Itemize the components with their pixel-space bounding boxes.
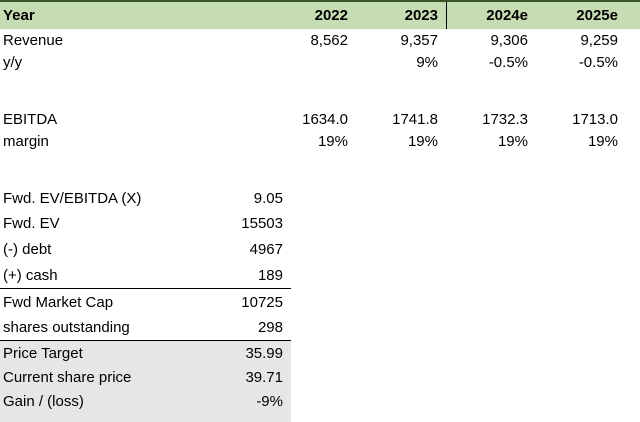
label-cell[interactable]: (-) debt (3, 240, 52, 258)
row-fwd-ev-ebitda: Fwd. EV/EBITDA (X) 9.05 (0, 186, 640, 211)
value-cell[interactable]: -9% (256, 392, 283, 410)
label-cell[interactable]: Gain / (loss) (3, 392, 84, 410)
value-cell-2025e[interactable]: -0.5% (578, 53, 618, 71)
value-cell-2022[interactable]: 8,562 (310, 31, 348, 49)
value-cell-2025e[interactable]: 1713.0 (572, 110, 618, 128)
row-debt: (-) debt 4967 (0, 236, 640, 262)
value-cell[interactable]: 39.71 (245, 368, 283, 386)
value-cell-2022[interactable]: 19% (317, 132, 348, 150)
row-fwd-market-cap: Fwd Market Cap 10725 (0, 289, 640, 315)
row-fwd-ev: Fwd. EV 15503 (0, 211, 640, 236)
value-cell[interactable]: 10725 (241, 293, 283, 311)
row-yoy: y/y 9% -0.5% -0.5% (0, 51, 640, 73)
header-year-label[interactable]: Year (3, 7, 35, 24)
label-cell[interactable]: (+) cash (3, 266, 58, 284)
value-cell-2022[interactable] (266, 51, 356, 73)
label-cell[interactable]: Fwd Market Cap (3, 293, 114, 311)
blank-row (0, 73, 640, 108)
row-shares-outstanding: shares outstanding 298 (0, 315, 640, 341)
header-col-2024e[interactable]: 2024e (446, 2, 536, 29)
value-cell[interactable]: 4967 (249, 240, 283, 258)
value-cell[interactable]: 15503 (241, 215, 283, 232)
header-row: Year 2022 2023 2024e 2025e (0, 0, 640, 29)
value-cell-2022[interactable]: 1634.0 (302, 110, 348, 128)
row-ebitda: EBITDA 1634.0 1741.8 1732.3 1713.0 (0, 108, 640, 130)
header-col-2022[interactable]: 2022 (314, 7, 348, 24)
row-price-target: Price Target 35.99 (0, 341, 640, 365)
header-col-2023[interactable]: 2023 (404, 7, 438, 24)
value-cell-2023[interactable]: 1741.8 (392, 110, 438, 128)
value-cell-2024e[interactable]: 19% (497, 132, 528, 150)
label-cell[interactable]: Fwd. EV/EBITDA (X) (3, 190, 142, 207)
label-cell[interactable]: Revenue (3, 31, 64, 49)
row-current-share-price: Current share price 39.71 (0, 365, 640, 389)
value-cell-2024e[interactable]: 9,306 (490, 31, 528, 49)
label-cell[interactable]: y/y (3, 53, 23, 71)
value-cell[interactable]: 189 (257, 266, 283, 284)
value-cell[interactable]: 298 (257, 319, 283, 336)
header-col-2025e[interactable]: 2025e (576, 7, 618, 24)
label-cell[interactable]: margin (3, 132, 49, 150)
row-margin: margin 19% 19% 19% 19% (0, 130, 640, 152)
value-cell-2023[interactable]: 9% (416, 53, 438, 71)
row-cash: (+) cash 189 (0, 262, 640, 289)
value-cell-2025e[interactable]: 19% (587, 132, 618, 150)
value-cell-2024e[interactable]: 1732.3 (482, 110, 528, 128)
row-revenue: Revenue 8,562 9,357 9,306 9,259 (0, 29, 640, 51)
label-cell[interactable]: Price Target (3, 344, 83, 362)
label-cell[interactable]: EBITDA (3, 110, 58, 128)
label-cell[interactable]: Current share price (3, 368, 132, 386)
value-cell[interactable]: 9.05 (253, 190, 283, 207)
highlight-box-tail (0, 413, 640, 422)
value-cell-2024e[interactable]: -0.5% (488, 53, 528, 71)
value-cell-2023[interactable]: 9,357 (400, 31, 438, 49)
value-cell[interactable]: 35.99 (245, 344, 283, 362)
label-cell[interactable]: Fwd. EV (3, 215, 60, 232)
label-cell[interactable]: shares outstanding (3, 319, 130, 336)
value-cell-2023[interactable]: 19% (407, 132, 438, 150)
value-cell-2025e[interactable]: 9,259 (580, 31, 618, 49)
blank-row (0, 152, 640, 186)
row-gain-loss: Gain / (loss) -9% (0, 389, 640, 413)
